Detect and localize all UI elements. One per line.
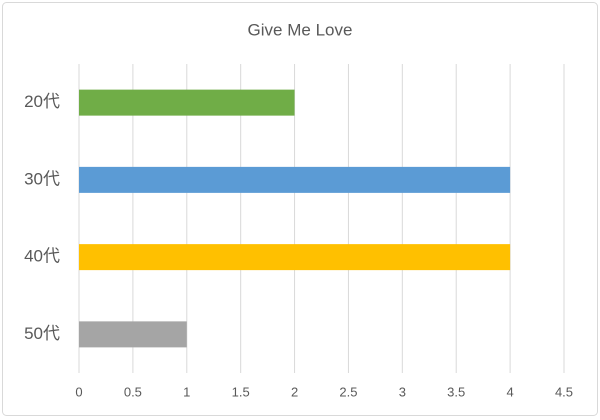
y-tick-label: 20代 [24, 92, 60, 111]
x-tick-label: 0 [75, 384, 82, 399]
x-tick-label: 0.5 [124, 384, 142, 399]
x-tick-label: 3 [399, 384, 406, 399]
x-tick-label: 2.5 [339, 384, 357, 399]
chart-frame [2, 2, 598, 416]
y-tick-label: 50代 [24, 324, 60, 343]
x-tick-label: 1 [183, 384, 190, 399]
y-tick-label: 30代 [24, 169, 60, 188]
y-tick-label: 40代 [24, 247, 60, 266]
bar [79, 244, 511, 271]
bar [79, 166, 511, 193]
x-tick-label: 1.5 [232, 384, 250, 399]
bar [79, 321, 187, 348]
x-tick-label: 4 [506, 384, 513, 399]
bar [79, 89, 295, 116]
x-tick-label: 4.5 [555, 384, 573, 399]
chart-title: Give Me Love [248, 20, 353, 39]
x-tick-label: 2 [291, 384, 298, 399]
x-tick-label: 3.5 [447, 384, 465, 399]
